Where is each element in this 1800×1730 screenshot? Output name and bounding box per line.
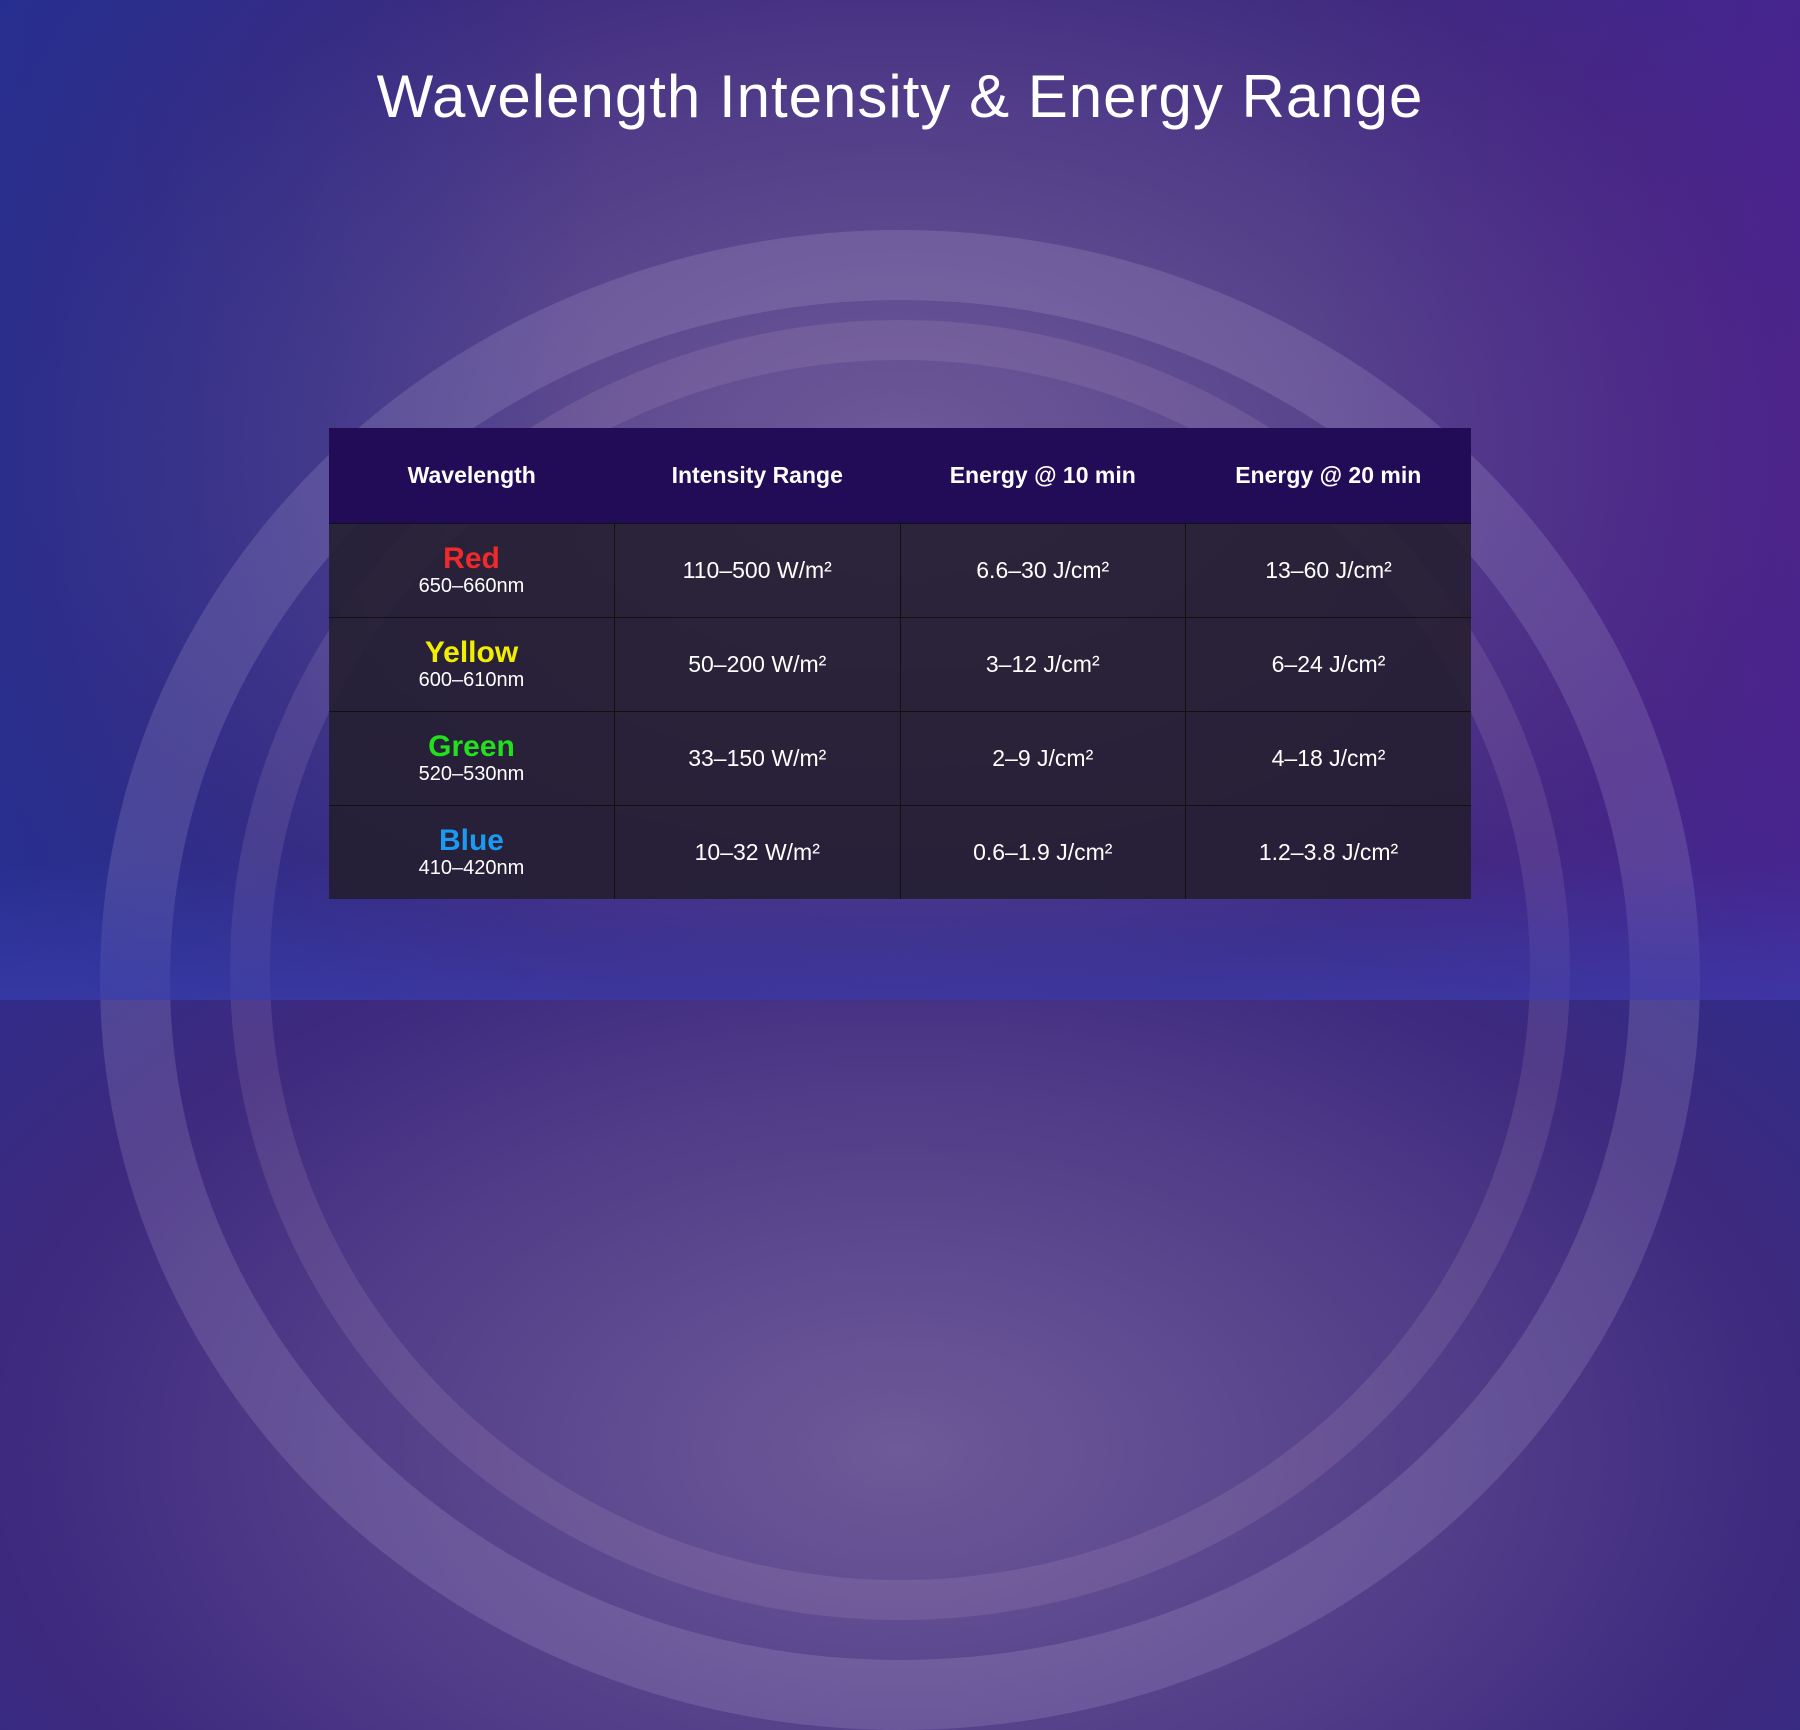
header-energy-10: Energy @ 10 min bbox=[900, 428, 1186, 524]
color-name: Yellow bbox=[424, 636, 519, 669]
wavelength-cell: Yellow 600–610nm bbox=[329, 617, 615, 712]
table-row: Red 650–660nm 110–500 W/m² 6.6–30 J/cm² 1… bbox=[329, 523, 1471, 618]
table-row: Green 520–530nm 33–150 W/m² 2–9 J/cm² 4–1… bbox=[329, 711, 1471, 806]
header-intensity: Intensity Range bbox=[614, 428, 900, 524]
color-name: Red bbox=[443, 542, 500, 575]
wavelength-table: Wavelength Intensity Range Energy @ 10 m… bbox=[329, 428, 1471, 899]
wavelength-range: 410–420nm bbox=[418, 857, 525, 879]
energy-20-cell: 6–24 J/cm² bbox=[1185, 617, 1471, 712]
wavelength-range: 520–530nm bbox=[418, 763, 525, 785]
energy-10-cell: 2–9 J/cm² bbox=[899, 711, 1186, 806]
wavelength-range: 600–610nm bbox=[418, 669, 525, 691]
intensity-cell: 110–500 W/m² bbox=[614, 523, 900, 618]
energy-20-cell: 1.2–3.8 J/cm² bbox=[1185, 805, 1471, 899]
wavelength-range: 650–660nm bbox=[418, 575, 525, 597]
energy-10-cell: 3–12 J/cm² bbox=[899, 617, 1186, 712]
energy-20-cell: 13–60 J/cm² bbox=[1185, 523, 1471, 618]
energy-20-cell: 4–18 J/cm² bbox=[1185, 711, 1471, 806]
wavelength-cell: Red 650–660nm bbox=[329, 523, 615, 618]
color-name: Green bbox=[428, 730, 515, 763]
wavelength-cell: Blue 410–420nm bbox=[329, 805, 615, 899]
intensity-cell: 10–32 W/m² bbox=[614, 805, 900, 899]
energy-10-cell: 0.6–1.9 J/cm² bbox=[899, 805, 1186, 899]
intensity-cell: 33–150 W/m² bbox=[614, 711, 900, 806]
table-row: Yellow 600–610nm 50–200 W/m² 3–12 J/cm² 6… bbox=[329, 617, 1471, 712]
page-title: Wavelength Intensity & Energy Range bbox=[376, 63, 1424, 130]
table-header-row: Wavelength Intensity Range Energy @ 10 m… bbox=[329, 428, 1471, 524]
intensity-cell: 50–200 W/m² bbox=[614, 617, 900, 712]
header-wavelength: Wavelength bbox=[329, 428, 615, 524]
table-row: Blue 410–420nm 10–32 W/m² 0.6–1.9 J/cm² 1… bbox=[329, 805, 1471, 899]
wavelength-cell: Green 520–530nm bbox=[329, 711, 615, 806]
color-name: Blue bbox=[438, 824, 504, 857]
header-energy-20: Energy @ 20 min bbox=[1185, 428, 1471, 524]
energy-10-cell: 6.6–30 J/cm² bbox=[899, 523, 1186, 618]
